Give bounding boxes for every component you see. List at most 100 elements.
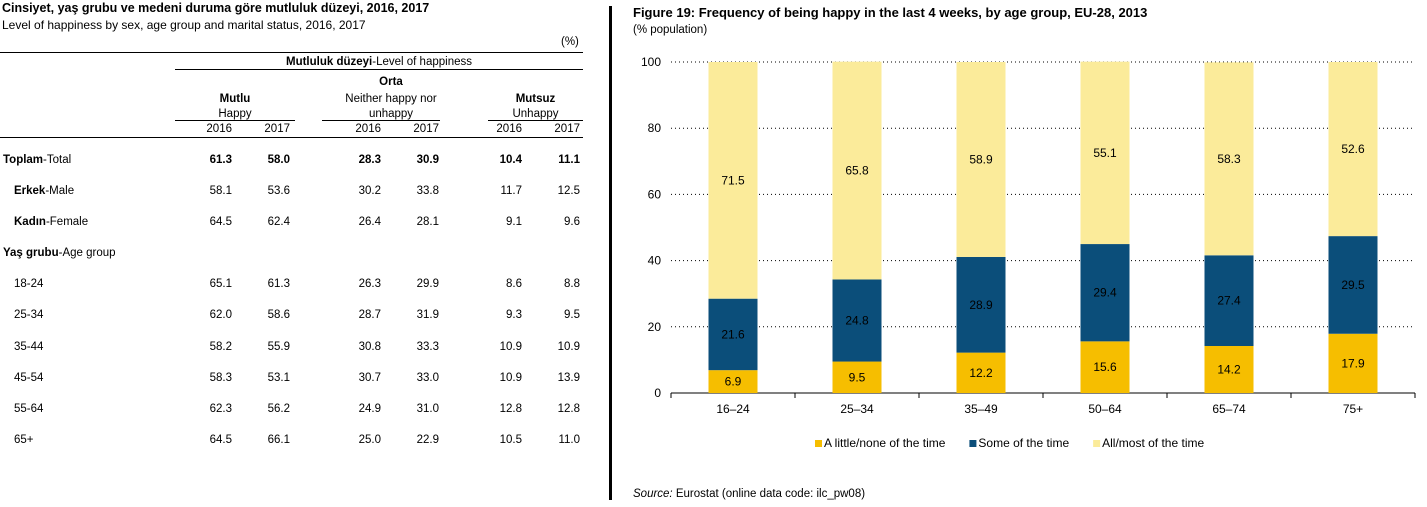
table-cell: 58.3	[209, 372, 232, 384]
data-label: 58.9	[969, 152, 993, 166]
table-cell: 28.1	[416, 216, 439, 228]
table-cell: 26.4	[358, 216, 381, 228]
figure-subtitle: (% population)	[633, 24, 708, 36]
col2-header-tr: Orta	[379, 76, 403, 88]
table-cell: 9.5	[564, 309, 580, 321]
row-label-female: Kadın-Female	[14, 216, 89, 228]
table-cell: 28.3	[358, 154, 381, 166]
bar-segment	[708, 62, 758, 299]
table-cell: 11.1	[558, 154, 580, 166]
bar-segment	[708, 298, 758, 371]
data-label: 65.8	[845, 164, 869, 178]
bar-segment	[708, 370, 758, 393]
row-label-total: Toplam-Total	[3, 154, 72, 166]
table-cell: 30.7	[358, 372, 381, 384]
table-cell: 65.1	[209, 278, 232, 290]
bar-segment	[1328, 333, 1378, 393]
legend-label: Some of the time	[978, 436, 1069, 450]
data-label: 9.5	[849, 370, 866, 384]
y-tick-label: 60	[648, 187, 662, 201]
table-cell: 9.6	[564, 216, 580, 228]
table-cell: 55.9	[267, 341, 290, 353]
table-cell: 10.5	[499, 434, 522, 446]
table-cell: 12.8	[557, 403, 580, 415]
bar-segment	[832, 61, 882, 280]
legend-swatch	[815, 440, 822, 447]
table-cell: 30.9	[416, 154, 439, 166]
row-label-male: Erkek-Male	[14, 185, 75, 197]
table-cell: 58.0	[267, 154, 290, 166]
table-cell: 64.5	[209, 434, 232, 446]
row-label-age: 45-54	[14, 372, 44, 384]
table-cell: 33.8	[416, 185, 439, 197]
table-cell: 11.7	[500, 185, 522, 197]
col2-rule	[322, 120, 440, 121]
table-cell: 58.6	[267, 309, 290, 321]
col2-header-en1: Neither happy nor	[345, 93, 437, 105]
table-subtitle: Level of happiness by sex, age group and…	[2, 18, 366, 32]
table-cell: 62.4	[267, 216, 290, 228]
table-cell: 62.3	[209, 403, 232, 415]
bar-segment	[1204, 345, 1254, 393]
year-header: 2016	[496, 123, 522, 135]
table-cell: 10.9	[557, 341, 580, 353]
table-unit: (%)	[561, 36, 579, 48]
data-label: 14.2	[1217, 362, 1241, 376]
table-cell: 30.8	[358, 341, 381, 353]
bar-segment	[1328, 62, 1378, 237]
table-cell: 11.0	[558, 434, 580, 446]
table-cell: 10.9	[499, 372, 522, 384]
x-tick-label: 65–74	[1212, 402, 1246, 416]
data-label: 55.1	[1093, 146, 1117, 160]
table-cell: 13.9	[557, 372, 580, 384]
table-cell: 61.3	[267, 278, 290, 290]
y-tick-label: 80	[648, 121, 662, 135]
table-cell: 61.3	[209, 154, 232, 166]
table-cell: 28.7	[358, 309, 381, 321]
row-label-age: 65+	[14, 434, 34, 446]
y-tick-label: 20	[648, 320, 662, 334]
col3-header-tr: Mutsuz	[515, 93, 556, 105]
bar-segment	[1204, 62, 1254, 256]
panel-divider	[609, 6, 612, 500]
data-label: 58.3	[1217, 152, 1241, 166]
happiness-table-panel: Cinsiyet, yaş grubu ve medeni duruma gör…	[0, 0, 600, 507]
header-bottom-rule	[0, 137, 583, 138]
x-tick-label: 50–64	[1088, 402, 1122, 416]
table-cell: 26.3	[358, 278, 381, 290]
group-header: Mutluluk düzeyi-Level of happiness	[286, 56, 472, 68]
year-header: 2017	[264, 123, 290, 135]
data-label: 29.4	[1093, 286, 1117, 300]
figure-panel: Figure 19: Frequency of being happy in t…	[615, 0, 1427, 507]
table-cell: 10.9	[499, 341, 522, 353]
year-header: 2016	[355, 123, 381, 135]
stacked-bar-chart: 0 20 40 60 80 100 6.9 21.6 71.5 16–24 9.5 24.8 65.8 2…	[641, 55, 1416, 450]
bar-segment	[1328, 236, 1378, 334]
table-cell: 25.0	[358, 434, 381, 446]
table-cell: 24.9	[358, 403, 381, 415]
legend-swatch	[969, 440, 977, 447]
table-cell: 30.2	[358, 185, 381, 197]
table-cell: 29.9	[416, 278, 439, 290]
legend-swatch	[1093, 440, 1101, 447]
x-tick-label: 16–24	[716, 402, 750, 416]
table-cell: 33.0	[416, 372, 439, 384]
table-cell: 9.3	[506, 309, 522, 321]
table-cell: 53.1	[267, 372, 290, 384]
legend-label: All/most of the time	[1102, 436, 1204, 450]
col1-header-tr: Mutlu	[219, 93, 251, 105]
row-label-age: 35-44	[14, 341, 44, 353]
table-cell: 8.8	[564, 278, 580, 290]
x-tick-label: 25–34	[840, 402, 874, 416]
bar-segment	[956, 352, 1006, 393]
col3-header-en: Unhappy	[512, 108, 559, 120]
x-tick-label: 35–49	[964, 402, 998, 416]
col1-header-en: Happy	[218, 108, 252, 120]
table-cell: 58.1	[209, 185, 232, 197]
table-cell: 56.2	[267, 403, 290, 415]
bar-segment	[832, 361, 882, 393]
data-label: 28.9	[969, 298, 993, 312]
y-tick-label: 40	[648, 254, 662, 268]
table-cell: 62.0	[209, 309, 232, 321]
col2-header-en2: unhappy	[368, 108, 414, 120]
